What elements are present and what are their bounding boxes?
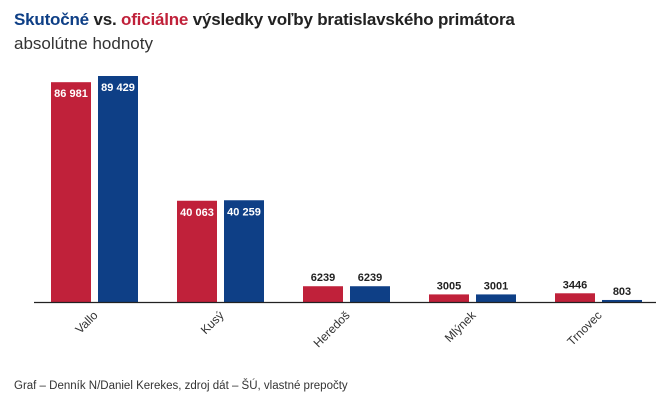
category-label-0: Vallo bbox=[72, 308, 100, 336]
data-label-actual-2: 6239 bbox=[311, 272, 335, 284]
bar-actual-1 bbox=[177, 200, 217, 302]
data-label-official-0: 89 429 bbox=[101, 82, 135, 94]
title-actual: Skutočné bbox=[14, 10, 89, 29]
title-official: oficiálne bbox=[121, 10, 189, 29]
category-label-4: Trnovec bbox=[564, 308, 604, 348]
chart-subtitle: absolútne hodnoty bbox=[14, 34, 153, 53]
data-label-official-3: 3001 bbox=[484, 280, 508, 292]
data-label-official-4: 803 bbox=[613, 286, 631, 298]
bar-official-2 bbox=[350, 286, 390, 302]
data-label-actual-4: 3446 bbox=[563, 279, 587, 291]
bar-actual-2 bbox=[303, 286, 343, 302]
data-label-official-1: 40 259 bbox=[227, 206, 261, 218]
bar-official-3 bbox=[476, 294, 516, 302]
category-label-1: Kusý bbox=[198, 308, 227, 337]
category-label-3: Mlýnek bbox=[442, 308, 479, 345]
bar-official-1 bbox=[224, 200, 264, 302]
data-label-actual-0: 86 981 bbox=[54, 88, 88, 100]
data-label-actual-1: 40 063 bbox=[180, 207, 214, 219]
source-footer: Graf – Denník N/Daniel Kerekes, zdroj dá… bbox=[14, 380, 348, 392]
bar-official-0 bbox=[98, 76, 138, 302]
bar-actual-3 bbox=[429, 294, 469, 302]
category-label-2: Heredoš bbox=[311, 308, 353, 350]
data-label-official-2: 6239 bbox=[358, 272, 382, 284]
data-label-actual-3: 3005 bbox=[437, 280, 461, 292]
title-vs: vs. bbox=[88, 10, 122, 29]
chart-title: Skutočné vs. oficiálne výsledky voľby br… bbox=[14, 10, 515, 30]
title-rest: výsledky voľby bratislavského primátora bbox=[188, 10, 515, 29]
bar-actual-4 bbox=[555, 293, 595, 302]
bar-actual-0 bbox=[51, 82, 91, 302]
bar-official-4 bbox=[602, 299, 642, 302]
